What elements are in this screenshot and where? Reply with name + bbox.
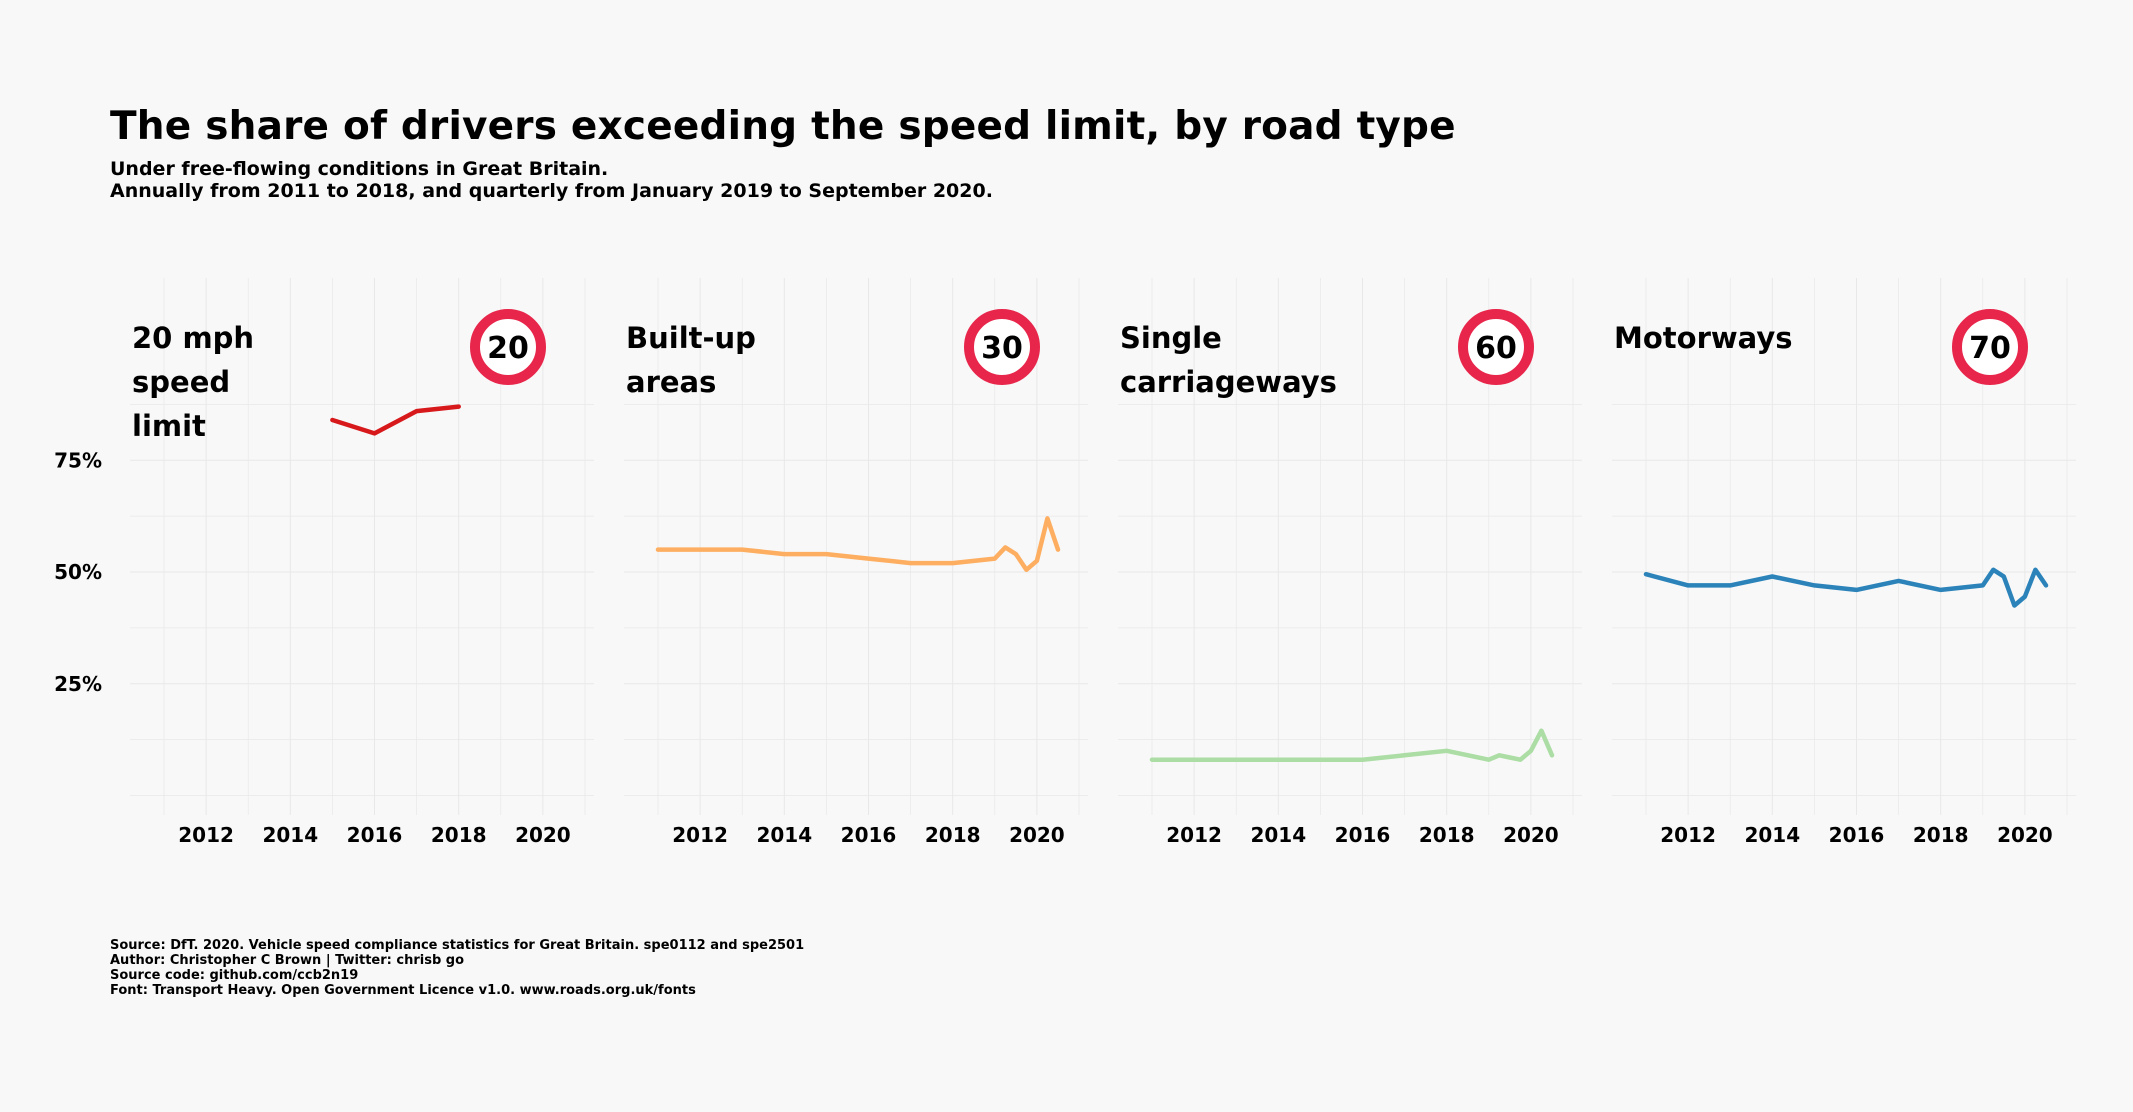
x-tick-label: 2016 [1829,823,1885,847]
facet-title-line: areas [626,365,716,399]
caption-font: Font: Transport Heavy. Open Government L… [110,983,696,998]
speed-limit-sign-icon [470,309,546,385]
facet-title-line: Built-up [626,321,756,355]
facet-title-line: speed [132,365,230,399]
x-tick-label: 2014 [262,823,318,847]
speed-limit-value: 30 [981,331,1023,366]
x-tick-label: 2020 [1009,823,1065,847]
series-line-3 [1149,728,1555,762]
x-tick-label: 2018 [1913,823,1969,847]
facet-title-line: 20 mph [132,321,254,355]
chart-subtitle-line-2: Annually from 2011 to 2018, and quarterl… [110,180,993,202]
facet-panel-2: 2012 2014 2016 2018 2020 Built-up areas 30 [624,278,1088,847]
caption-author: Author: Christopher C Brown | Twitter: c… [110,953,465,968]
x-tick-label: 2020 [1503,823,1559,847]
x-tick-label: 2012 [672,823,728,847]
speed-limit-value: 60 [1475,331,1517,366]
facet-title-line: carriageways [1120,365,1337,399]
series-line-2 [655,516,1061,573]
speed-limit-sign-icon [1458,309,1534,385]
x-tick-label: 2018 [1419,823,1475,847]
series-line-4 [1643,567,2049,608]
x-tick-label: 2014 [1250,823,1306,847]
y-tick-label: 75% [54,448,102,472]
x-tick-label: 2020 [1997,823,2053,847]
speed-limit-sign-icon [1952,309,2028,385]
facet-panel-4: 2012 2014 2016 2018 2020 Motorways 70 [1612,278,2076,847]
x-tick-label: 2014 [756,823,812,847]
x-tick-label: 2018 [431,823,487,847]
x-tick-label: 2012 [1660,823,1716,847]
x-tick-label: 2016 [347,823,403,847]
x-tick-label: 2018 [925,823,981,847]
facet-title-line: Motorways [1614,321,1793,355]
facet-panel-3: 2012 2014 2016 2018 2020 Single carriageways 60 [1118,278,1582,847]
facet-panel-1: 2012 2014 2016 2018 2020 20 mph speed limit 20 [130,278,594,847]
x-tick-label: 2012 [178,823,234,847]
x-tick-label: 2014 [1744,823,1800,847]
chart-title: The share of drivers exceeding the speed… [110,104,1456,149]
y-tick-label: 25% [54,672,102,696]
caption-source-code: Source code: github.com/ccb2n19 [110,968,359,983]
x-tick-label: 2016 [841,823,897,847]
facet-title-line: limit [132,409,206,443]
caption-source: Source: DfT. 2020. Vehicle speed complia… [110,938,805,953]
speed-limit-sign-icon [964,309,1040,385]
speed-limit-value: 20 [487,331,529,366]
facet-title-line: Single [1120,321,1222,355]
series-line-1 [330,404,461,436]
speed-limit-value: 70 [1969,331,2011,366]
x-tick-label: 2020 [515,823,571,847]
y-tick-label: 50% [54,560,102,584]
chart-subtitle-line-1: Under free-flowing conditions in Great B… [110,158,609,180]
x-tick-label: 2012 [1166,823,1222,847]
x-tick-label: 2016 [1335,823,1391,847]
